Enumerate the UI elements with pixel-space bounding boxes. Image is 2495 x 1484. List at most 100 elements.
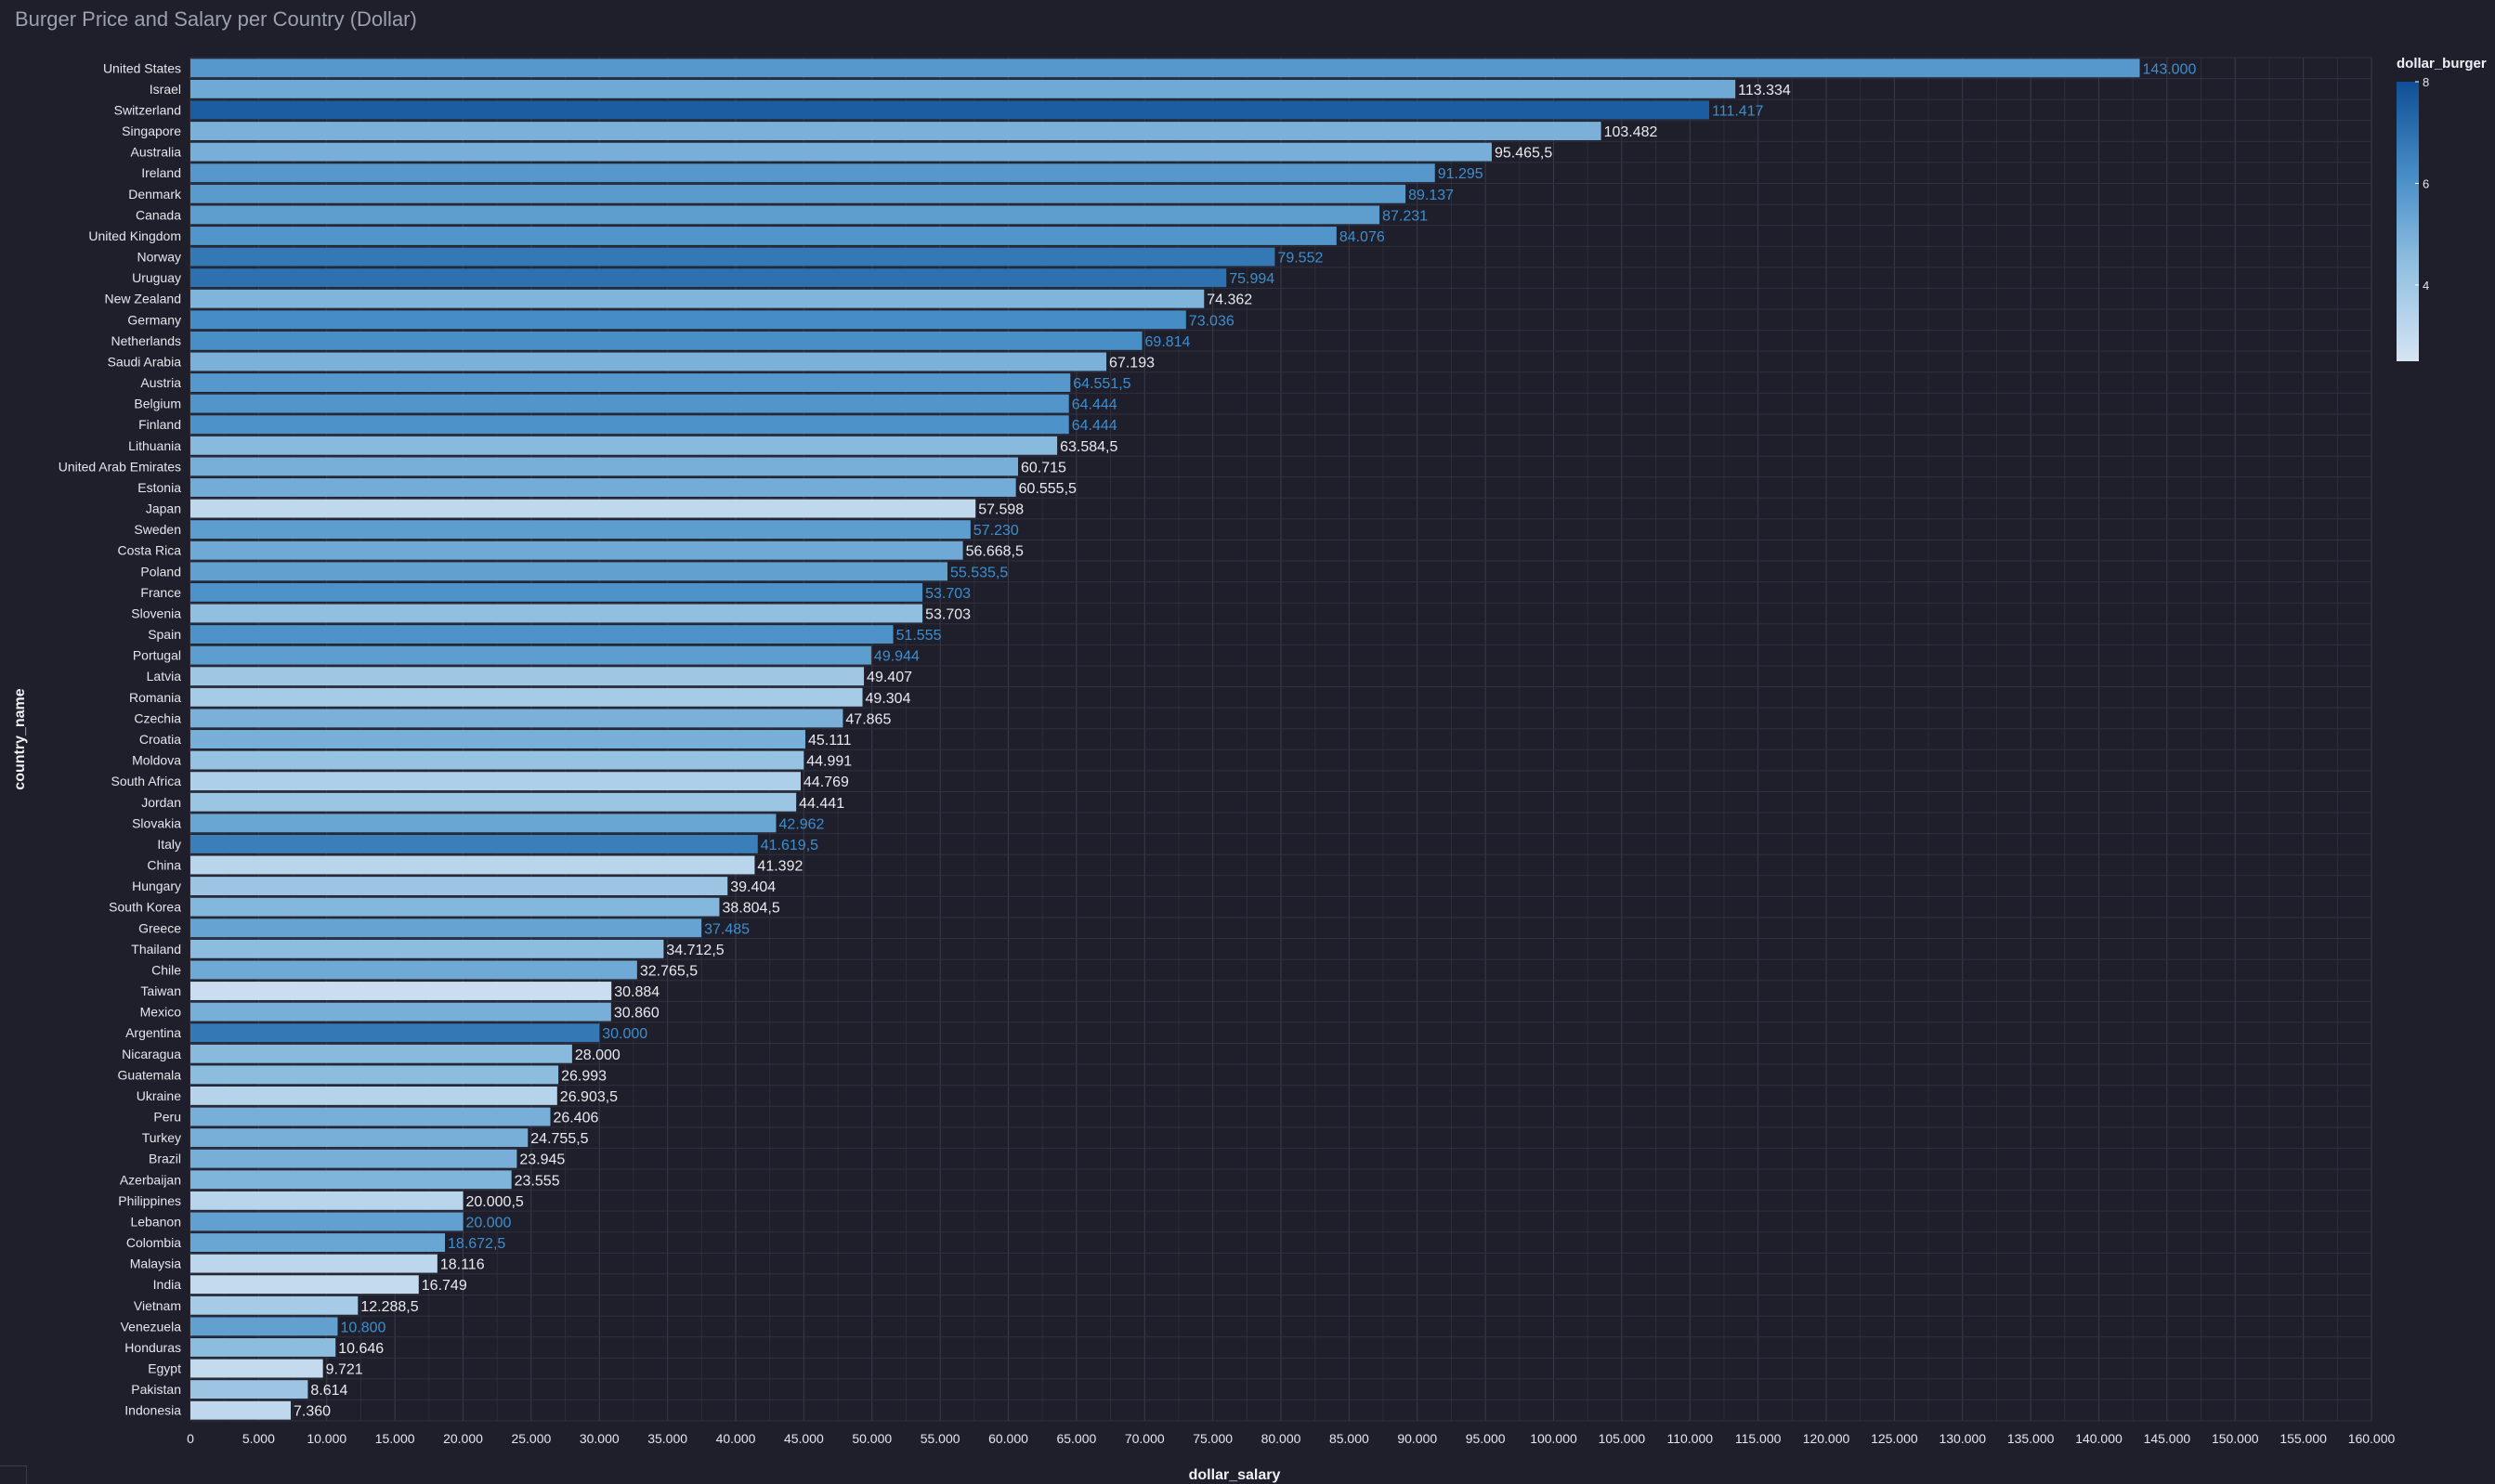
bar[interactable] [190, 750, 804, 770]
bar[interactable] [190, 79, 1736, 98]
bar[interactable] [190, 1400, 292, 1420]
bar[interactable] [190, 562, 947, 581]
x-tick-label: 75.000 [1193, 1431, 1233, 1446]
bar[interactable] [190, 667, 865, 686]
bar[interactable] [190, 982, 612, 1000]
bar[interactable] [190, 373, 1071, 392]
legend-ticks: 8 6 4 [2415, 75, 2429, 293]
bar[interactable] [190, 268, 1227, 288]
bar[interactable] [190, 1317, 338, 1336]
value-label: 143.000 [2143, 61, 2197, 77]
bar[interactable] [190, 1087, 557, 1105]
bar[interactable] [190, 897, 720, 917]
bar[interactable] [190, 1233, 446, 1252]
value-label: 111.417 [1712, 103, 1764, 119]
bar[interactable] [190, 625, 894, 644]
bar[interactable] [190, 1107, 551, 1126]
bar[interactable] [190, 1275, 419, 1295]
bar[interactable] [190, 540, 963, 560]
category-label: Honduras [124, 1340, 181, 1355]
value-label: 41.619,5 [761, 838, 818, 853]
bar[interactable] [190, 877, 728, 896]
bar[interactable] [190, 1254, 438, 1273]
bar[interactable] [190, 792, 797, 812]
bar[interactable] [190, 1023, 600, 1043]
bar[interactable] [190, 184, 1406, 203]
x-axis-title: dollar_salary [1189, 1467, 1281, 1483]
bar[interactable] [190, 1359, 323, 1378]
category-label: Egypt [148, 1361, 181, 1376]
category-label: Chile [151, 962, 181, 977]
x-tick-label: 105.000 [1599, 1431, 1646, 1446]
value-label: 67.193 [1109, 355, 1155, 371]
bar[interactable] [190, 645, 871, 665]
bar[interactable] [190, 205, 1380, 225]
bar[interactable] [190, 772, 801, 791]
bar[interactable] [190, 1128, 529, 1148]
x-tick-label: 115.000 [1735, 1431, 1782, 1446]
bar[interactable] [190, 247, 1275, 267]
category-label: Greece [138, 920, 181, 935]
bar[interactable] [190, 163, 1435, 183]
bar[interactable] [190, 855, 755, 875]
bar[interactable] [190, 1065, 559, 1085]
category-label: Germany [127, 312, 181, 327]
category-label: Pakistan [131, 1382, 181, 1397]
bar[interactable] [190, 499, 976, 518]
bar[interactable] [190, 331, 1143, 350]
bar[interactable] [190, 1380, 308, 1399]
bar[interactable] [190, 1191, 464, 1210]
bar[interactable] [190, 310, 1186, 330]
value-label: 24.755,5 [530, 1131, 588, 1147]
bar[interactable] [190, 415, 1069, 435]
category-label: Poland [140, 564, 181, 579]
bar[interactable] [190, 59, 2140, 78]
bar[interactable] [190, 1170, 512, 1190]
bar[interactable] [190, 1149, 517, 1168]
category-label: Norway [137, 250, 181, 265]
bar[interactable] [190, 457, 1018, 476]
bar[interactable] [190, 289, 1205, 308]
value-label: 84.076 [1339, 229, 1385, 245]
bar[interactable] [190, 1044, 572, 1063]
category-label: Venezuela [121, 1319, 182, 1334]
value-label: 42.962 [778, 816, 824, 832]
bar[interactable] [190, 352, 1107, 371]
bar[interactable] [190, 478, 1016, 497]
bar[interactable] [190, 436, 1058, 455]
bar[interactable] [190, 1002, 611, 1022]
category-label: Azerbaijan [120, 1172, 181, 1187]
bar[interactable] [190, 687, 863, 707]
bar[interactable] [190, 939, 664, 958]
bar[interactable] [190, 227, 1337, 245]
bar[interactable] [190, 834, 758, 853]
bar[interactable] [190, 582, 923, 602]
bar[interactable] [190, 520, 971, 540]
bar[interactable] [190, 122, 1601, 140]
category-label: Brazil [149, 1152, 181, 1166]
x-tick-label: 10.000 [307, 1431, 346, 1446]
bar[interactable] [190, 1338, 336, 1357]
x-tick-label: 85.000 [1329, 1431, 1369, 1446]
category-label: Singapore [122, 124, 181, 138]
value-label: 63.584,5 [1060, 439, 1117, 455]
bar[interactable] [190, 142, 1492, 162]
category-label: Ireland [141, 165, 181, 180]
bar[interactable] [190, 960, 637, 980]
category-label: Austria [140, 375, 181, 390]
bar[interactable] [190, 604, 923, 623]
x-tick-label: 100.000 [1530, 1431, 1577, 1446]
bar[interactable] [190, 1212, 464, 1231]
bar[interactable] [190, 730, 806, 749]
value-label: 32.765,5 [640, 963, 698, 979]
bar[interactable] [190, 100, 1710, 120]
x-tick-label: 120.000 [1803, 1431, 1850, 1446]
bar[interactable] [190, 918, 702, 938]
bar[interactable] [190, 709, 843, 728]
value-label: 49.304 [866, 691, 911, 707]
bar[interactable] [190, 1295, 359, 1315]
category-label: Netherlands [111, 333, 182, 348]
bar[interactable] [190, 394, 1069, 413]
bar[interactable] [190, 814, 777, 833]
value-label: 9.721 [326, 1362, 363, 1378]
